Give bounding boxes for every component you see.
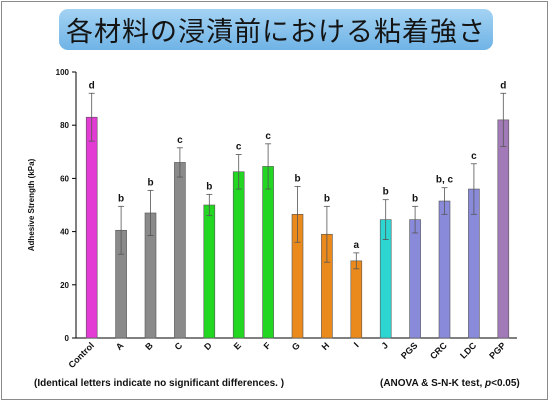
x-tick-label: B <box>143 340 155 352</box>
significance-letter: d <box>89 80 95 91</box>
bar-c <box>174 162 186 339</box>
significance-letter: b <box>147 177 153 188</box>
y-tick-label: 20 <box>60 281 69 290</box>
bar-crc <box>438 200 451 339</box>
significance-letter: a <box>354 240 360 251</box>
x-tick-label: PGP <box>487 340 508 361</box>
significance-letter: b <box>412 193 418 204</box>
significance-letter: d <box>500 80 506 91</box>
significance-letter: b, c <box>436 175 454 186</box>
x-tick-label: Control <box>66 340 96 370</box>
bar-e <box>232 171 245 339</box>
y-axis-ticks: 0 20 40 60 80 100 <box>56 68 76 343</box>
x-tick-label: H <box>320 340 332 352</box>
x-tick-label: C <box>173 340 185 352</box>
x-tick-label: F <box>262 340 273 351</box>
significance-letter: c <box>236 141 242 152</box>
footnote-letters-note: (Identical letters indicate no significa… <box>34 378 285 389</box>
x-tick-label: E <box>232 340 243 351</box>
significance-letter: b <box>383 187 389 198</box>
bar-pgs <box>409 219 421 339</box>
footnote-stats: (ANOVA & S-N-K test, p<0.05) <box>380 378 520 389</box>
stats-suffix: <0.05) <box>491 378 520 389</box>
bar-i <box>350 260 363 339</box>
error-bars <box>88 92 507 270</box>
bar-d <box>203 204 216 339</box>
x-tick-label: J <box>379 340 390 351</box>
x-tick-label: LDC <box>458 340 479 361</box>
x-tick-label: A <box>114 340 126 352</box>
y-tick-label: 80 <box>60 121 69 130</box>
y-tick-label: 100 <box>56 68 70 77</box>
x-tick-label: G <box>290 340 302 352</box>
significance-letter: c <box>177 135 183 146</box>
x-tick-label: PGS <box>399 340 420 361</box>
y-tick-label: 0 <box>65 334 70 343</box>
bar-f <box>262 166 274 339</box>
significance-letter: b <box>324 193 330 204</box>
chart-title: 各材料の浸漬前における粘着強さ <box>59 9 493 50</box>
y-tick-label: 40 <box>60 228 69 237</box>
bar-control <box>85 116 98 339</box>
x-axis-labels: Control A B C D E F G H I J PGS CRC LDC PGP <box>66 340 507 370</box>
significance-letters: d b b c b c c b b a b b b, c c d <box>89 80 507 251</box>
significance-letter: b <box>118 193 124 204</box>
x-tick-label: I <box>352 340 361 349</box>
bar-pgp <box>497 119 510 339</box>
significance-letter: b <box>294 173 300 184</box>
x-tick-label: CRC <box>428 340 449 361</box>
y-axis-label: Adhesive Strength (kPa) <box>27 158 36 251</box>
significance-letter: c <box>471 151 477 162</box>
stats-p: p <box>485 378 492 389</box>
x-tick-label: D <box>202 340 214 352</box>
y-tick-label: 60 <box>60 174 69 183</box>
significance-letter: c <box>265 131 271 142</box>
stats-prefix: (ANOVA & S-N-K test, <box>380 378 485 389</box>
significance-letter: b <box>206 181 212 192</box>
